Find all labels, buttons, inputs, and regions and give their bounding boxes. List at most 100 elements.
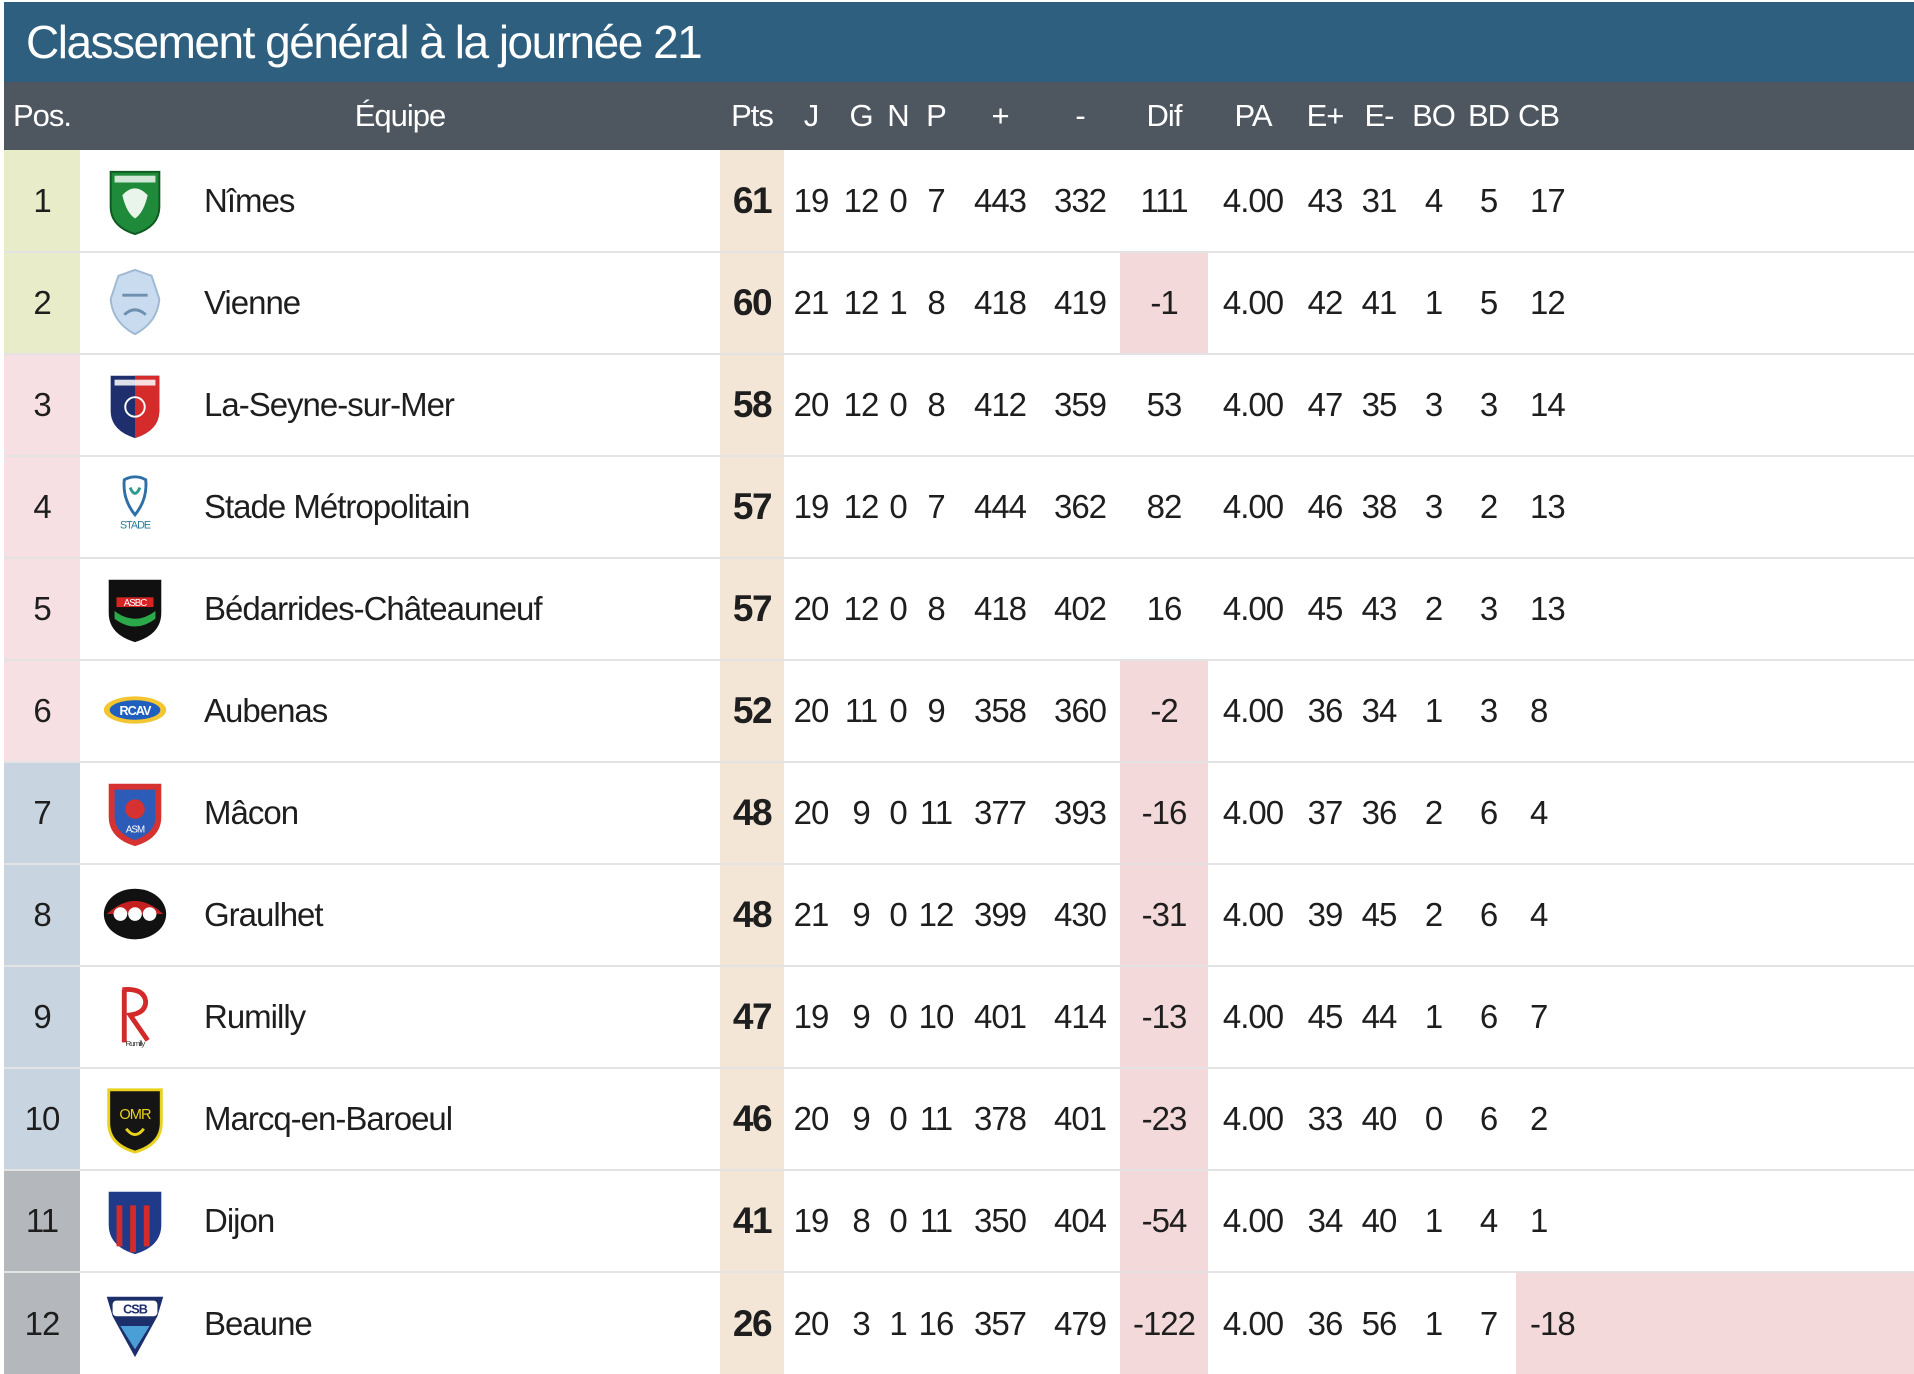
table-row[interactable]: 6 RCAV Aubenas 52 20 11 0 9 358 360 -2 4.00 36 34 1 3 8 — [4, 660, 1914, 762]
team-cell[interactable]: OMR Marcq-en-Baroeul — [80, 1068, 720, 1170]
standings-table: Pos. Équipe Pts J G N P + - Dif PA E+ E-… — [4, 82, 1914, 1374]
header-pa[interactable]: PA — [1234, 98, 1272, 133]
j-cell: 19 — [793, 488, 830, 525]
minus-cell: 430 — [1053, 896, 1107, 933]
header-bo[interactable]: BO — [1412, 98, 1456, 133]
points-cell: 60 — [720, 252, 784, 354]
j-cell: 20 — [793, 1100, 830, 1137]
table-row[interactable]: 5 ASBC Bédarrides-Châteauneuf 57 20 12 0 8 418 40… — [4, 558, 1914, 660]
header-eplus[interactable]: E+ — [1306, 98, 1345, 133]
team-cell[interactable]: Nîmes — [80, 150, 720, 252]
j-cell: 20 — [793, 386, 830, 423]
bd-cell: 3 — [1479, 692, 1498, 729]
table-row[interactable]: 8 Graulhet 48 21 9 0 12 399 430 -31 4.00 39 45 2 6 4 — [4, 864, 1914, 966]
aubenas-logo: RCAV — [100, 674, 170, 748]
bo-cell: 1 — [1424, 1202, 1443, 1239]
team-name[interactable]: Aubenas — [204, 692, 328, 729]
table-row[interactable]: 4 STADE Stade Métropolitain 57 19 12 0 7 444 362 8… — [4, 456, 1914, 558]
team-name[interactable]: La-Seyne-sur-Mer — [204, 386, 455, 423]
eplus-cell: 36 — [1307, 1304, 1344, 1342]
dif-cell: -13 — [1120, 966, 1208, 1068]
plus-cell: 418 — [973, 284, 1027, 321]
bo-cell: 1 — [1424, 1304, 1443, 1342]
cb-cell: 8 — [1530, 692, 1548, 729]
n-cell: 0 — [889, 1100, 907, 1137]
plus-cell: 444 — [973, 488, 1027, 525]
team-name[interactable]: Marcq-en-Baroeul — [204, 1100, 453, 1137]
team-cell[interactable]: Rumilly Rumilly — [80, 966, 720, 1068]
team-cell[interactable]: Dijon — [80, 1170, 720, 1272]
svg-text:RCAV: RCAV — [120, 704, 153, 718]
header-bd[interactable]: BD — [1467, 98, 1510, 133]
g-cell: 12 — [843, 386, 880, 423]
pa-cell: 4.00 — [1222, 998, 1284, 1035]
team-name[interactable]: Graulhet — [204, 896, 324, 933]
j-cell: 20 — [793, 1304, 830, 1342]
g-cell: 9 — [852, 794, 870, 831]
p-cell: 11 — [919, 794, 953, 831]
table-row[interactable]: 11 Dijon 41 19 8 0 11 350 404 -54 4.00 34 40 1 4 1 — [4, 1170, 1914, 1272]
table-row[interactable]: 2 Vienne 60 21 12 1 8 418 419 -1 4.00 42 41 1 5 12 — [4, 252, 1914, 354]
header-dif[interactable]: Dif — [1146, 98, 1183, 133]
table-row[interactable]: 9 Rumilly Rumilly 47 19 9 0 10 401 414 -13 4.00 45 44… — [4, 966, 1914, 1068]
table-row[interactable]: 12 CSB Beaune 26 20 3 1 16 357 479 -122 4.00 36 56 1 7-… — [4, 1272, 1914, 1374]
minus-cell: 362 — [1053, 488, 1107, 525]
j-cell: 20 — [793, 692, 830, 729]
vienne-logo — [100, 266, 170, 340]
minus-cell: 419 — [1053, 284, 1107, 321]
svg-text:ASBC: ASBC — [124, 598, 148, 609]
eminus-cell: 41 — [1361, 284, 1398, 321]
cb-cell: 7 — [1530, 998, 1548, 1035]
minus-cell: 414 — [1053, 998, 1107, 1035]
team-name[interactable]: Stade Métropolitain — [204, 488, 470, 525]
table-row[interactable]: 1 Nîmes 61 19 12 0 7 443 332 111 4.00 43 31 4 5 17 — [4, 150, 1914, 252]
points-cell: 41 — [720, 1170, 784, 1272]
dif-cell: 16 — [1146, 590, 1183, 627]
header-p[interactable]: P — [926, 98, 947, 133]
bd-cell: 4 — [1479, 1202, 1498, 1239]
points-cell: 57 — [720, 456, 784, 558]
bo-cell: 1 — [1424, 998, 1443, 1035]
header-g[interactable]: G — [849, 98, 873, 133]
team-cell[interactable]: La-Seyne-sur-Mer — [80, 354, 720, 456]
g-cell: 9 — [852, 896, 870, 933]
team-name[interactable]: Nîmes — [204, 181, 295, 219]
team-name[interactable]: Rumilly — [204, 998, 306, 1035]
header-minus[interactable]: - — [1075, 98, 1085, 133]
team-name[interactable]: Beaune — [204, 1304, 313, 1342]
team-cell[interactable]: Vienne — [80, 252, 720, 354]
team-name[interactable]: Vienne — [204, 284, 301, 321]
table-row[interactable]: 3 La-Seyne-sur-Mer 58 20 12 0 8 412 359 53 4.00 47 3… — [4, 354, 1914, 456]
plus-cell: 357 — [973, 1304, 1027, 1342]
eminus-cell: 40 — [1361, 1100, 1398, 1137]
header-cb[interactable]: CB — [1518, 98, 1560, 133]
team-name[interactable]: Bédarrides-Châteauneuf — [204, 590, 543, 627]
header-eminus[interactable]: E- — [1364, 98, 1395, 133]
header-pts[interactable]: Pts — [731, 98, 774, 133]
team-name[interactable]: Mâcon — [204, 794, 299, 831]
dif-cell: -122 — [1120, 1272, 1208, 1374]
g-cell: 9 — [852, 998, 870, 1035]
team-cell[interactable]: Graulhet — [80, 864, 720, 966]
rank-cell: 6 — [4, 660, 80, 762]
eminus-cell: 36 — [1361, 794, 1398, 831]
team-cell[interactable]: RCAV Aubenas — [80, 660, 720, 762]
team-cell[interactable]: ASM Mâcon — [80, 762, 720, 864]
table-row[interactable]: 10 OMR Marcq-en-Baroeul 46 20 9 0 11 378 401 -23 4.… — [4, 1068, 1914, 1170]
pa-cell: 4.00 — [1222, 181, 1284, 219]
bedarrides-logo: ASBC — [100, 572, 170, 646]
p-cell: 10 — [918, 998, 955, 1035]
standings-widget: Classement général à la journée 21 Pos. … — [4, 2, 1914, 1374]
rank-cell: 7 — [4, 762, 80, 864]
team-cell[interactable]: CSB Beaune — [80, 1272, 720, 1374]
header-plus[interactable]: + — [991, 98, 1009, 133]
team-name[interactable]: Dijon — [204, 1202, 275, 1239]
p-cell: 8 — [927, 386, 945, 423]
team-cell[interactable]: STADE Stade Métropolitain — [80, 456, 720, 558]
table-row[interactable]: 7 ASM Mâcon 48 20 9 0 11 377 393 -16 4.00 37 36 2 6 4 — [4, 762, 1914, 864]
header-n[interactable]: N — [887, 98, 909, 133]
header-j[interactable]: J — [803, 98, 820, 133]
team-cell[interactable]: ASBC Bédarrides-Châteauneuf — [80, 558, 720, 660]
header-team[interactable]: Équipe — [354, 98, 447, 133]
header-pos[interactable]: Pos. — [12, 98, 72, 133]
